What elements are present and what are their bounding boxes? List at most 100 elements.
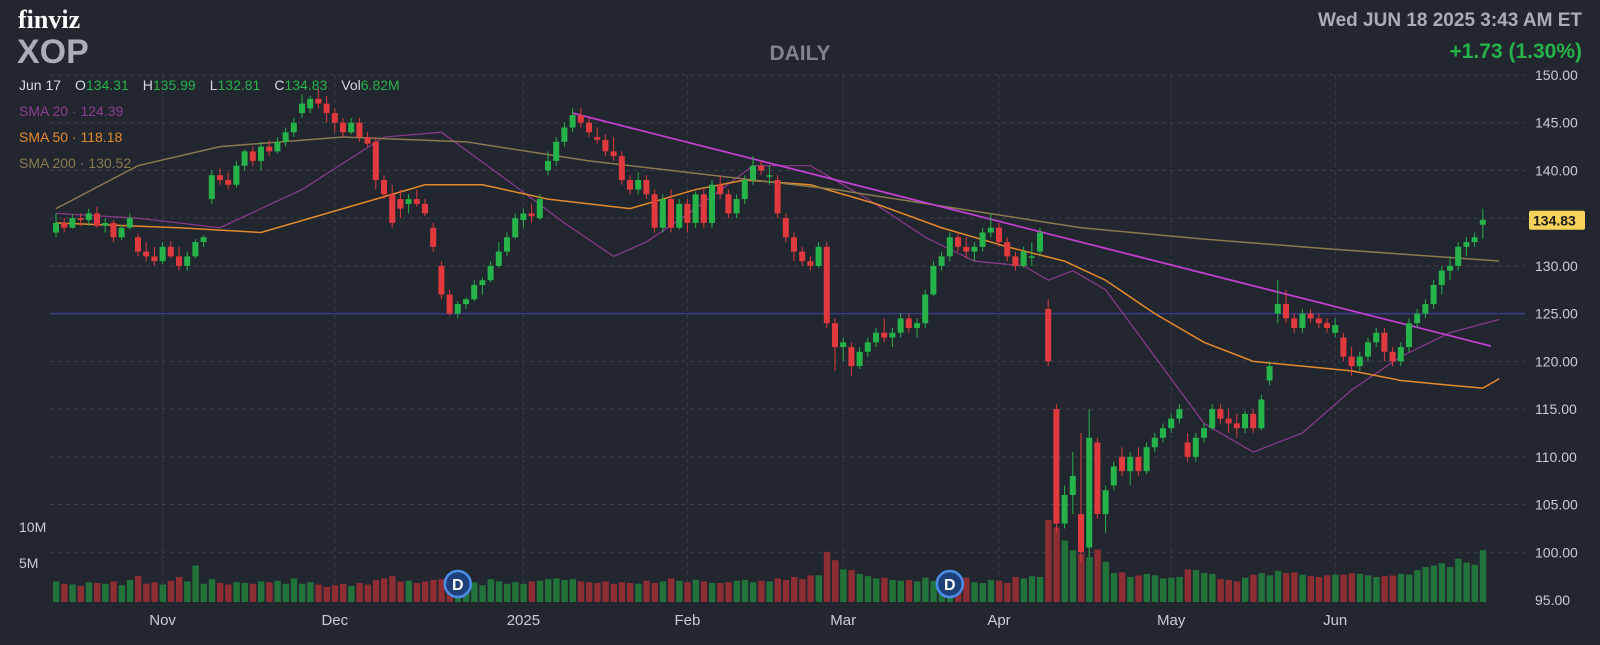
candle-body — [520, 213, 527, 221]
volume-bar — [717, 583, 724, 602]
volume-bar — [1283, 573, 1290, 602]
candle-body — [561, 127, 568, 142]
high-label: H — [142, 77, 153, 93]
volume-bar — [1004, 583, 1011, 602]
volume-bar — [528, 581, 535, 602]
volume-bar — [758, 580, 765, 602]
close-label: C — [274, 77, 285, 93]
candle-body — [569, 115, 576, 128]
volume-bar — [733, 580, 740, 602]
volume-bar — [1274, 570, 1282, 602]
volume-bar — [438, 579, 445, 602]
volume-bar — [1406, 574, 1413, 602]
price-axis: 150.00145.00140.00135.00130.00125.00120.… — [1535, 67, 1578, 608]
candle-body — [1184, 442, 1191, 457]
volume-bar — [635, 583, 642, 602]
candle-body — [1020, 251, 1027, 266]
volume-bar — [586, 582, 593, 602]
candle-body — [1447, 265, 1453, 271]
volume-bar — [1217, 579, 1224, 602]
candle-body — [856, 351, 863, 367]
candle-body — [700, 194, 707, 223]
candle-body — [102, 222, 109, 226]
volume-bar — [1127, 576, 1134, 602]
dividend-marker-label: D — [452, 577, 464, 594]
volume-bar — [569, 579, 576, 602]
candle-body — [577, 115, 584, 123]
volume-bar — [1028, 576, 1036, 602]
volume-bar — [1069, 550, 1077, 602]
candle-body — [643, 180, 650, 195]
candle-body — [1283, 304, 1289, 319]
sma-20-legend[interactable]: SMA 20 · 124.39 — [19, 103, 124, 119]
volume-bar — [1037, 576, 1044, 602]
volume-bar — [659, 581, 667, 602]
candle-body — [413, 199, 420, 204]
candle-body — [1217, 409, 1224, 419]
candle-body — [69, 218, 76, 228]
volume-bar — [914, 581, 921, 602]
volume-bar — [53, 581, 60, 602]
candle-body — [1078, 514, 1084, 553]
volume-bar — [815, 575, 822, 602]
volume-bar — [1373, 576, 1380, 602]
candle-body — [987, 227, 994, 233]
candle-body — [389, 194, 396, 223]
candle-body — [446, 294, 453, 314]
volume-bar — [610, 583, 617, 602]
volume-bar — [774, 578, 781, 602]
volume-bar — [233, 582, 240, 602]
candle-body — [258, 146, 264, 161]
volume-bar — [1266, 575, 1273, 602]
candle-body — [536, 199, 543, 219]
candle-body — [848, 347, 855, 367]
volume-bar — [323, 586, 330, 602]
volume-bar — [832, 560, 839, 602]
volume-bar — [430, 579, 437, 602]
volume-bar — [471, 582, 478, 602]
trendline[interactable] — [572, 112, 1492, 347]
volume-bar — [315, 584, 322, 602]
volume-bar — [208, 579, 216, 602]
volume-bar — [118, 585, 125, 602]
volume-bar — [381, 578, 388, 602]
finviz-logo[interactable]: finviz — [18, 5, 81, 34]
candle-body — [1201, 428, 1207, 438]
sma-50-legend[interactable]: SMA 50 · 118.18 — [19, 129, 123, 145]
candle-body — [348, 122, 355, 133]
volume-bar — [1012, 576, 1019, 602]
candle-body — [684, 203, 691, 223]
sma-200-legend[interactable]: SMA 200 · 130.52 — [19, 155, 132, 171]
candle-body — [1381, 332, 1388, 352]
volume-bar — [184, 581, 191, 602]
candle-body — [1225, 418, 1232, 424]
volume-bar — [905, 579, 913, 602]
volume-bar — [422, 581, 429, 602]
candle-body — [1266, 366, 1273, 381]
candle-body — [1299, 313, 1306, 328]
volume-bar — [405, 580, 412, 602]
volume-bar — [750, 582, 757, 602]
candle-body — [471, 285, 478, 300]
candle-body — [1192, 437, 1199, 457]
candle-body — [1291, 318, 1298, 328]
volume-bar — [1332, 574, 1339, 602]
candle-body — [1307, 313, 1314, 319]
candle-body — [922, 294, 929, 324]
volume-bar — [1381, 576, 1388, 602]
volume-bar — [241, 583, 248, 602]
volume-bar — [840, 569, 847, 602]
volume-bar — [856, 573, 863, 602]
time-tick-label: 2025 — [507, 612, 540, 629]
price-tick-label: 145.00 — [1535, 115, 1578, 131]
volume-bar — [1201, 573, 1208, 602]
volume-bar — [1389, 575, 1396, 602]
volume-bar — [889, 579, 896, 602]
volume-bar — [864, 576, 872, 602]
volume-bar — [331, 585, 339, 602]
candle-body — [1045, 308, 1052, 362]
candle-body — [1471, 237, 1478, 243]
volume-bar — [94, 583, 101, 602]
candle-body — [774, 180, 781, 214]
